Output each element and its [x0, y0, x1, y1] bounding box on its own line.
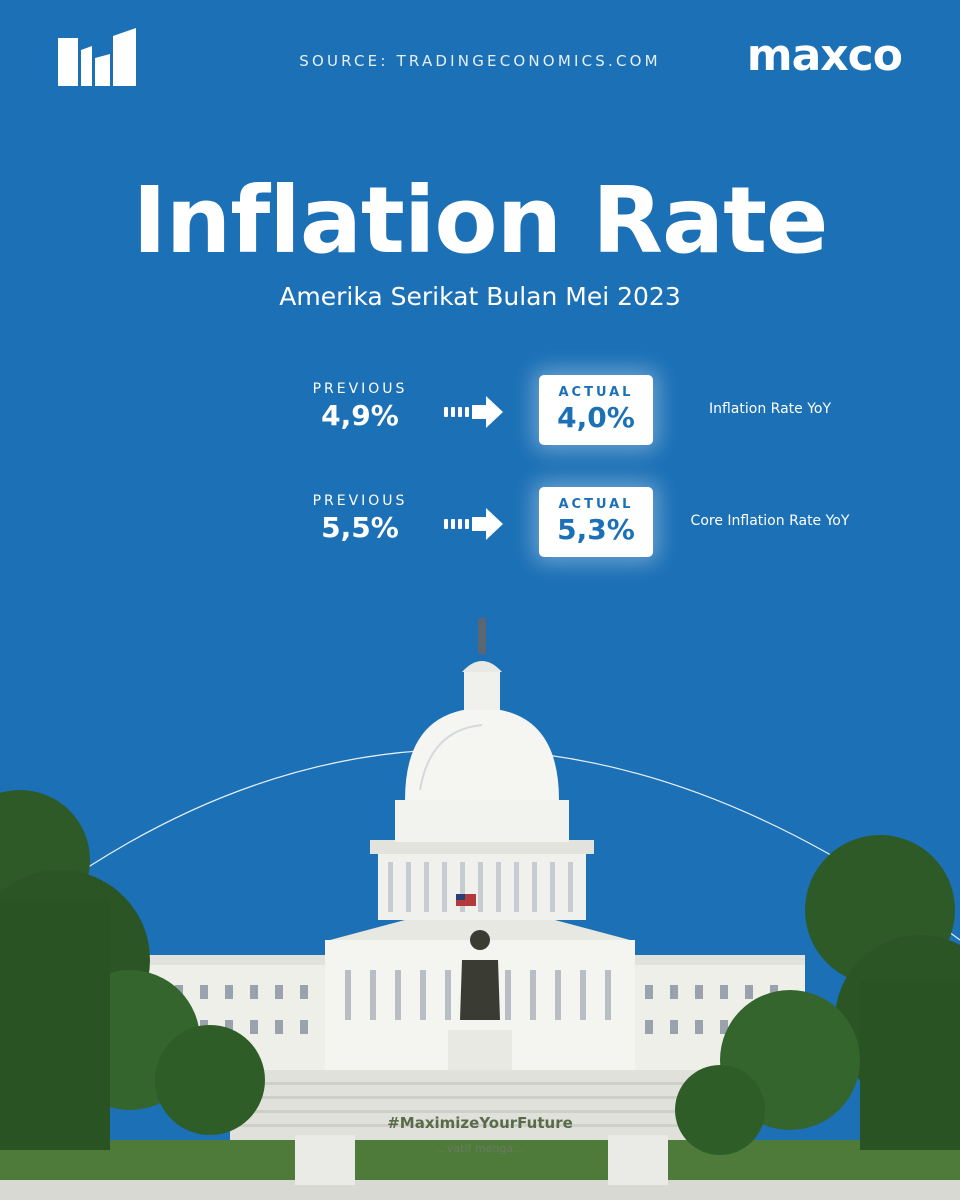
actual-box: ACTUAL 4,0% [539, 375, 653, 445]
arrow-right-icon [444, 508, 503, 540]
tagline-text: ...vatif menga... [436, 1142, 524, 1155]
page-title: Inflation Rate [132, 167, 829, 274]
previous-label: PREVIOUS [312, 493, 408, 509]
inflation-row: PREVIOUS 4,9% ACTUAL 4,0% Inflation Rate… [0, 375, 960, 455]
previous-value: 5,5% [321, 511, 399, 544]
hashtag-text: #MaximizeYourFuture [387, 1114, 573, 1132]
core-inflation-row: PREVIOUS 5,5% ACTUAL 5,3% Core Inflation… [0, 487, 960, 567]
actual-label: ACTUAL [558, 385, 634, 400]
page-subtitle: Amerika Serikat Bulan Mei 2023 [279, 282, 681, 311]
actual-box: ACTUAL 5,3% [539, 487, 653, 557]
previous-block: PREVIOUS 5,5% [290, 493, 430, 544]
actual-label: ACTUAL [558, 497, 634, 512]
capitol-building-illustration [0, 618, 960, 1200]
previous-value: 4,9% [321, 399, 399, 432]
arrow-right-icon [444, 396, 503, 428]
brand-logo: maxco [746, 30, 903, 81]
metric-description: Core Inflation Rate YoY [690, 513, 850, 529]
bars-logo-icon [58, 28, 136, 86]
previous-block: PREVIOUS 4,9% [290, 381, 430, 432]
actual-value: 4,0% [557, 401, 635, 434]
actual-value: 5,3% [557, 513, 635, 546]
source-text: SOURCE: TRADINGECONOMICS.COM [299, 52, 661, 70]
metric-description: Inflation Rate YoY [708, 401, 832, 417]
previous-label: PREVIOUS [312, 381, 408, 397]
